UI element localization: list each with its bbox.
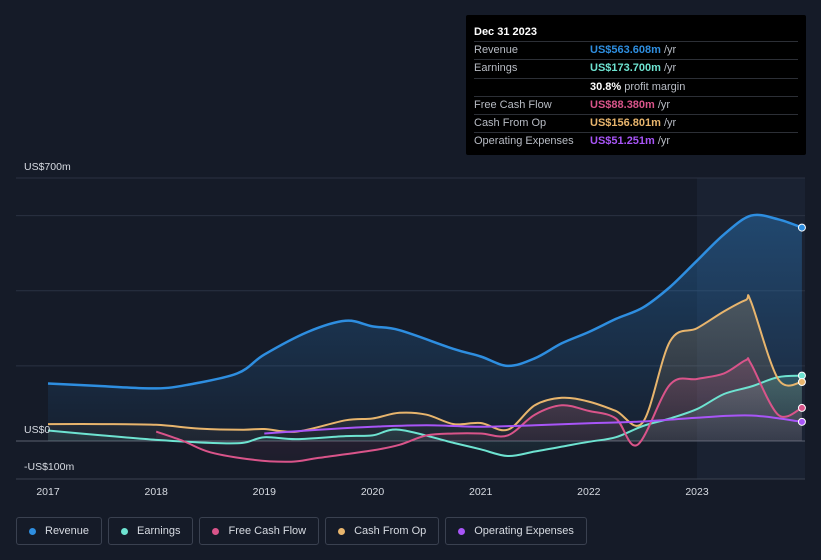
tooltip-panel: Dec 31 2023 Revenue US$563.608m/yr Earning… bbox=[466, 15, 806, 155]
legend-label: Cash From Op bbox=[354, 525, 427, 537]
series-line-free-cash-flow[interactable] bbox=[155, 357, 803, 463]
series-end-marker-revenue[interactable] bbox=[797, 223, 806, 232]
y-tick-label: -US$100m bbox=[24, 461, 74, 473]
legend-label: Operating Expenses bbox=[474, 525, 574, 537]
y-axis: US$700m US$0 -US$100m bbox=[24, 161, 74, 473]
tooltip-row: Revenue US$563.608m/yr bbox=[474, 42, 798, 61]
tooltip-date: Dec 31 2023 bbox=[474, 23, 798, 42]
tooltip-row-value: 30.8% bbox=[590, 80, 622, 93]
x-axis: 2017 2018 2019 2020 2021 2022 2023 bbox=[36, 486, 709, 498]
series-area-cash-from-op bbox=[48, 295, 802, 441]
series-end-marker-operating-expenses[interactable] bbox=[797, 417, 806, 426]
series-line-earnings[interactable] bbox=[47, 374, 802, 458]
tooltip-row-unit: profit margin bbox=[624, 80, 686, 93]
x-tick-label: 2018 bbox=[144, 486, 168, 498]
x-tick-label: 2020 bbox=[361, 486, 385, 498]
legend-item-operating-expenses[interactable]: Operating Expenses bbox=[445, 517, 587, 545]
tooltip-row-label: Cash From Op bbox=[474, 117, 547, 130]
legend-item-revenue[interactable]: Revenue bbox=[16, 517, 103, 545]
tooltip-row-value: US$156.801m bbox=[590, 117, 661, 130]
legend-item-free-cash-flow[interactable]: Free Cash Flow bbox=[199, 517, 320, 545]
series-fills bbox=[48, 214, 802, 462]
tooltip-row-value: US$173.700m bbox=[590, 62, 661, 75]
legend-dot-icon bbox=[458, 527, 466, 535]
legend-dot-icon bbox=[29, 527, 36, 535]
tooltip-row-unit: /yr bbox=[657, 98, 671, 111]
legend-label: Revenue bbox=[45, 525, 90, 537]
x-tick-label: 2019 bbox=[253, 486, 277, 498]
y-tick-label: US$0 bbox=[24, 424, 50, 436]
tooltip-row: Cash From Op US$156.801m/yr bbox=[474, 115, 798, 134]
series-area-revenue bbox=[48, 214, 802, 441]
x-tick-label: 2017 bbox=[36, 486, 60, 498]
legend-dot-icon bbox=[212, 527, 220, 535]
tooltip-row-value: US$51.251m bbox=[590, 135, 655, 148]
legend-label: Earnings bbox=[137, 525, 181, 537]
y-tick-label: US$700m bbox=[24, 161, 71, 173]
legend-item-cash-from-op[interactable]: Cash From Op bbox=[325, 517, 440, 545]
tooltip-row: 30.8% profit margin bbox=[474, 79, 798, 97]
tooltip-row-unit: /yr bbox=[663, 117, 677, 130]
tooltip-row-label: Free Cash Flow bbox=[474, 98, 552, 111]
x-tick-label: 2023 bbox=[685, 486, 709, 498]
legend-dot-icon bbox=[121, 527, 129, 535]
x-tick-label: 2022 bbox=[577, 486, 601, 498]
series-end-marker-cash-from-op[interactable] bbox=[797, 378, 806, 387]
legend-item-earnings[interactable]: Earnings bbox=[108, 517, 194, 545]
tooltip-row: Free Cash Flow US$88.380m/yr bbox=[474, 97, 798, 116]
series-end-marker-free-cash-flow[interactable] bbox=[797, 403, 806, 412]
series-line-revenue[interactable] bbox=[47, 213, 803, 390]
tooltip-row-label: Earnings bbox=[474, 62, 518, 75]
legend-label: Free Cash Flow bbox=[228, 525, 307, 537]
tooltip-row-unit: /yr bbox=[663, 62, 677, 75]
tooltip-row-value: US$563.608m bbox=[590, 44, 661, 56]
series-end-markers bbox=[797, 223, 806, 426]
tooltip-row-label: Operating Expenses bbox=[474, 135, 574, 148]
series-lines bbox=[47, 213, 803, 463]
tooltip-row: Operating Expenses US$51.251m/yr bbox=[474, 133, 798, 150]
series-line-operating-expenses[interactable] bbox=[264, 414, 803, 435]
legend-dot-icon bbox=[338, 527, 346, 535]
legend: Revenue Earnings Free Cash Flow Cash From O… bbox=[16, 517, 587, 545]
series-line-cash-from-op[interactable] bbox=[47, 294, 803, 433]
tooltip-row: Earnings US$173.700m/yr bbox=[474, 60, 798, 79]
tooltip-row-value: US$88.380m bbox=[590, 98, 655, 111]
x-tick-label: 2021 bbox=[469, 486, 493, 498]
tooltip-row-label bbox=[474, 79, 590, 96]
tooltip-row-unit: /yr bbox=[657, 135, 671, 148]
tooltip-row-label: Revenue bbox=[474, 44, 519, 56]
tooltip-row-unit: /yr bbox=[663, 44, 677, 56]
